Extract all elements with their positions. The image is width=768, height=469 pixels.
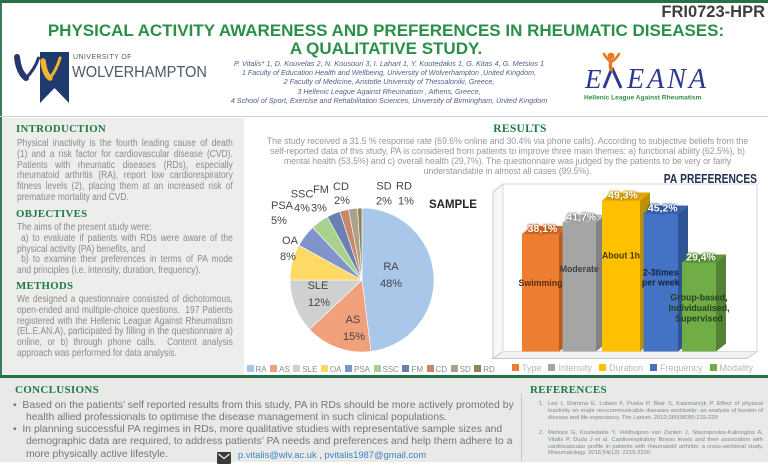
svg-text:38,1%: 38,1% <box>528 223 558 235</box>
svg-text:48%: 48% <box>380 278 402 290</box>
svg-text:RA: RA <box>383 261 399 273</box>
svg-text:Moderate: Moderate <box>560 264 599 274</box>
svg-text:12%: 12% <box>308 297 330 309</box>
svg-text:8%: 8% <box>280 251 296 263</box>
svg-text:per week: per week <box>642 278 680 288</box>
svg-text:Individualised,: Individualised, <box>668 303 729 313</box>
svg-text:SD: SD <box>376 181 391 193</box>
svg-text:EANA: EANA <box>626 64 709 95</box>
svg-text:2%: 2% <box>376 196 392 208</box>
svg-text:FM: FM <box>313 184 329 196</box>
svg-text:OA: OA <box>282 235 299 247</box>
svg-text:45,2%: 45,2% <box>648 203 678 215</box>
svg-text:SSC: SSC <box>291 189 314 201</box>
svg-text:3%: 3% <box>311 203 327 215</box>
svg-text:2-3times: 2-3times <box>643 268 679 278</box>
svg-text:UNIVERSITY OF: UNIVERSITY OF <box>73 54 132 61</box>
svg-text:About 1h: About 1h <box>602 251 640 261</box>
svg-text:Hellenic League Against Rheuma: Hellenic League Against Rheumatism <box>584 95 702 102</box>
svg-text:1%: 1% <box>398 196 414 208</box>
svg-text:2%: 2% <box>334 195 350 207</box>
svg-text:RD: RD <box>396 181 412 193</box>
svg-text:Supervised: Supervised <box>675 314 722 324</box>
svg-text:4%: 4% <box>294 203 310 215</box>
svg-text:15%: 15% <box>343 331 365 343</box>
svg-text:5%: 5% <box>271 215 287 227</box>
svg-text:41,7%: 41,7% <box>566 212 596 224</box>
svg-text:E: E <box>584 64 602 94</box>
svg-text:WOLVERHAMPTON: WOLVERHAMPTON <box>72 63 207 81</box>
svg-text:AS: AS <box>346 314 361 326</box>
svg-text:29,4%: 29,4% <box>686 252 716 264</box>
svg-text:CD: CD <box>333 181 349 193</box>
svg-text:Swimming: Swimming <box>519 278 563 288</box>
svg-text:PSA: PSA <box>271 200 294 212</box>
svg-text:Group-based,: Group-based, <box>670 293 727 303</box>
svg-text:SLE: SLE <box>308 280 329 292</box>
svg-text:49,3%: 49,3% <box>608 190 638 202</box>
